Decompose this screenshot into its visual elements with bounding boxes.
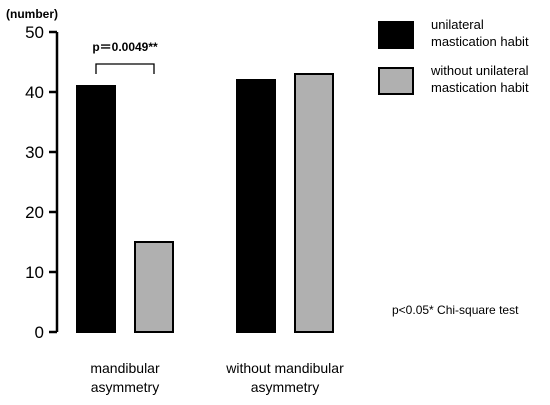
category-label: asymmetry: [91, 379, 159, 395]
category-label: without mandibular: [225, 360, 344, 376]
y-axis-unit-label: (number): [6, 7, 58, 21]
y-tick-label: 30: [25, 143, 44, 162]
bar-with-habit: [236, 79, 276, 333]
test-note: p<0.05* Chi-square test: [392, 303, 519, 317]
category-labels: mandibular asymmetry without mandibular asy…: [90, 360, 344, 395]
legend-swatch: [378, 21, 414, 49]
legend-label: unilateral: [431, 17, 484, 32]
y-axis-ticks: 0 10 20 30 40 50: [25, 23, 59, 342]
legend-label: without unilateral: [430, 63, 529, 78]
p-value-label: p＝0.0049**: [92, 40, 158, 54]
y-tick-label: 0: [35, 323, 44, 342]
category-label: mandibular: [90, 360, 160, 376]
legend: unilateral mastication habit without unila…: [378, 17, 529, 95]
bar-with-habit: [76, 85, 116, 333]
bars: [76, 73, 334, 333]
legend-label: mastication habit: [431, 34, 529, 49]
legend-label: mastication habit: [431, 80, 529, 95]
y-tick-label: 20: [25, 203, 44, 222]
significance-bracket-line: [95, 63, 155, 74]
y-tick-label: 10: [25, 263, 44, 282]
significance-bracket: p＝0.0049**: [92, 40, 158, 74]
category-label: asymmetry: [251, 379, 319, 395]
bar-without-habit: [134, 241, 174, 333]
y-tick-label: 40: [25, 83, 44, 102]
y-tick-label: 50: [25, 23, 44, 42]
legend-swatch: [378, 67, 414, 95]
bar-without-habit: [294, 73, 334, 333]
